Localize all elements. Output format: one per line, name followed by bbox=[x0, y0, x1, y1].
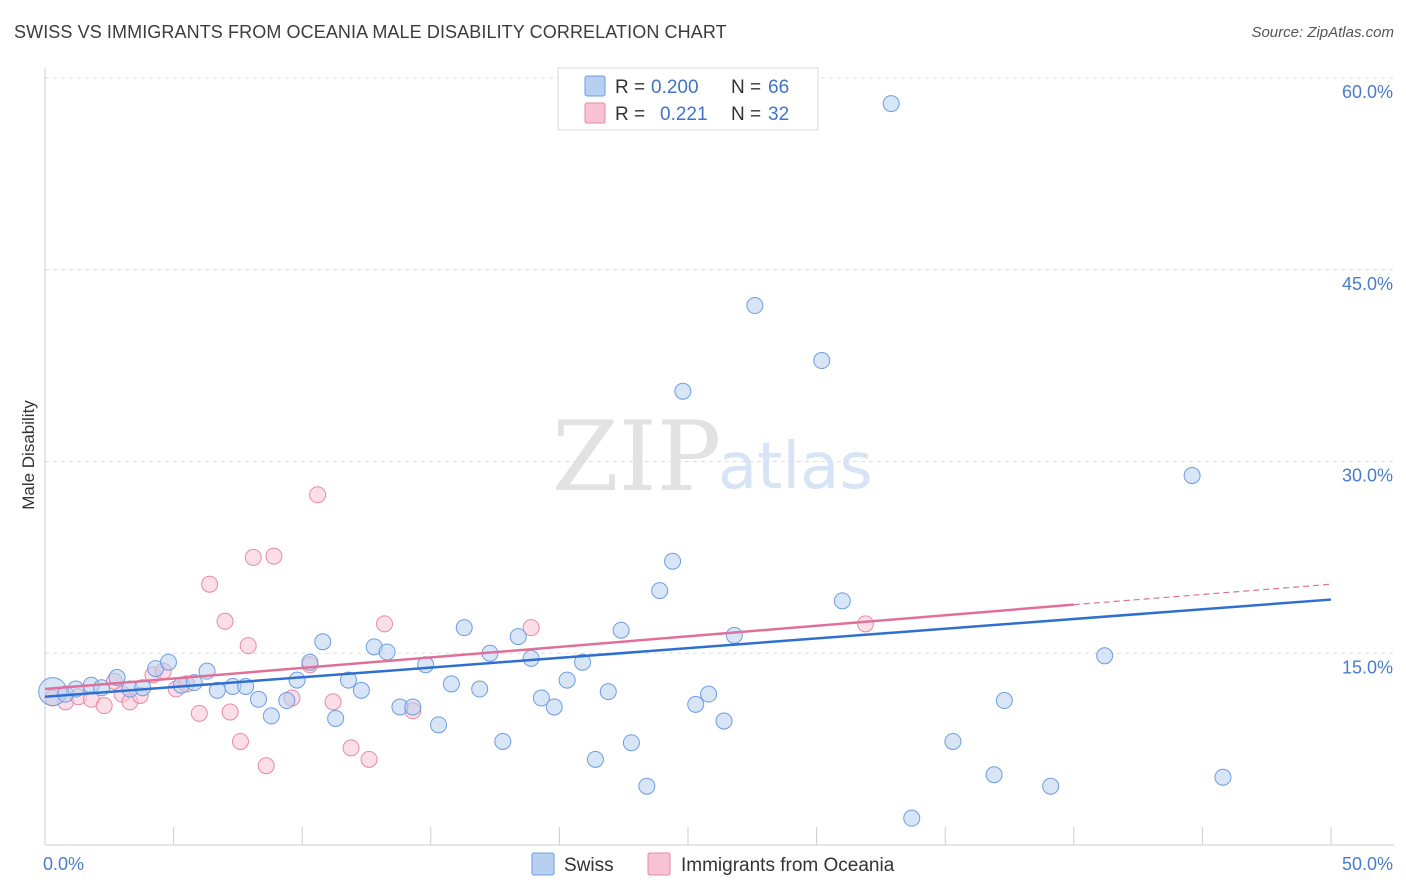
oceania-point bbox=[265, 547, 283, 565]
oceania-point bbox=[324, 693, 342, 711]
legend-r-label-swiss: R = bbox=[615, 77, 645, 98]
swiss-point bbox=[378, 643, 396, 661]
swiss-point bbox=[746, 297, 764, 315]
swiss-point bbox=[509, 628, 527, 646]
swiss-point bbox=[651, 582, 669, 600]
chart-source: Source: ZipAtlas.com bbox=[1251, 24, 1394, 41]
swiss-point bbox=[586, 750, 604, 768]
trend-lines bbox=[44, 583, 1332, 698]
x-tick-label: 50.0% bbox=[1342, 854, 1393, 874]
swiss-point bbox=[995, 692, 1013, 710]
swiss-point bbox=[314, 633, 332, 651]
swiss-point bbox=[532, 689, 550, 707]
swiss-point bbox=[108, 669, 126, 687]
legend-n-value-oceania: 32 bbox=[768, 104, 789, 125]
swiss-point bbox=[430, 716, 448, 734]
legend-swatch-oceania bbox=[584, 102, 606, 124]
oceania-point bbox=[231, 732, 249, 750]
swiss-point bbox=[249, 690, 267, 708]
oceania-point bbox=[190, 704, 208, 722]
swiss-point bbox=[903, 809, 921, 827]
swiss-point bbox=[494, 732, 512, 750]
grid-lines bbox=[45, 77, 1394, 654]
swiss-point bbox=[262, 707, 280, 725]
swiss-point bbox=[352, 681, 370, 699]
swiss-point bbox=[944, 732, 962, 750]
watermark-zip: ZIP bbox=[552, 401, 721, 513]
swiss-point bbox=[674, 382, 692, 400]
oceania-point bbox=[257, 757, 275, 775]
swiss-point bbox=[700, 685, 718, 703]
swiss-point bbox=[288, 671, 306, 689]
bottom-legend-swatch-oceania bbox=[647, 852, 671, 876]
swiss-point bbox=[339, 671, 357, 689]
swiss-trend-line bbox=[44, 598, 1332, 698]
swiss-point bbox=[558, 671, 576, 689]
swiss-point bbox=[882, 95, 900, 113]
bottom-legend-label-oceania: Immigrants from Oceania bbox=[681, 855, 895, 876]
swiss-point bbox=[1042, 777, 1060, 795]
swiss-point bbox=[664, 552, 682, 570]
watermark-atlas: atlas bbox=[718, 430, 873, 504]
swiss-point bbox=[574, 653, 592, 671]
oceania-point bbox=[376, 615, 394, 633]
swiss-point bbox=[455, 619, 473, 637]
swiss-point bbox=[833, 592, 851, 610]
oceania-point bbox=[360, 750, 378, 768]
swiss-point bbox=[715, 712, 733, 730]
y-tick-label: 15.0% bbox=[1342, 657, 1393, 677]
bottom-legend-swatch-swiss bbox=[531, 852, 555, 876]
swiss-point bbox=[622, 734, 640, 752]
y-axis-label: Male Disability bbox=[19, 400, 38, 510]
y-tick-label: 60.0% bbox=[1342, 82, 1393, 102]
oceania-point bbox=[342, 739, 360, 757]
swiss-point bbox=[278, 692, 296, 710]
bottom-legend: Swiss Immigrants from Oceania bbox=[531, 852, 895, 876]
y-tick-label: 45.0% bbox=[1342, 274, 1393, 294]
oceania-point bbox=[244, 548, 262, 566]
swiss-point bbox=[687, 695, 705, 713]
legend-n-label-swiss: N = bbox=[731, 77, 761, 98]
swiss-point bbox=[725, 626, 743, 644]
oceania-point bbox=[216, 612, 234, 630]
oceania-point bbox=[201, 575, 219, 593]
legend-swatch-swiss bbox=[584, 75, 606, 97]
swiss-point bbox=[442, 675, 460, 693]
oceania-point bbox=[309, 486, 327, 504]
oceania-trend-extension bbox=[1073, 583, 1332, 606]
swiss-point bbox=[1096, 647, 1114, 665]
swiss-point bbox=[1183, 467, 1201, 485]
y-tick-label: 30.0% bbox=[1342, 466, 1393, 486]
oceania-point bbox=[95, 697, 113, 715]
swiss-point bbox=[813, 352, 831, 370]
legend-r-value-oceania: 0.221 bbox=[660, 104, 708, 125]
watermark: ZIP atlas bbox=[552, 401, 873, 513]
swiss-point bbox=[612, 621, 630, 639]
oceania-point bbox=[856, 615, 874, 633]
swiss-point bbox=[471, 680, 489, 698]
legend-r-value-swiss: 0.200 bbox=[651, 77, 699, 98]
swiss-point bbox=[638, 777, 656, 795]
swiss-point bbox=[599, 683, 617, 701]
tick-labels: 15.0% 30.0% 45.0% 60.0% 0.0% 50.0% bbox=[43, 82, 1393, 874]
axes bbox=[44, 68, 1394, 846]
oceania-point bbox=[522, 619, 540, 637]
legend-n-label-oceania: N = bbox=[731, 104, 761, 125]
top-legend: R = 0.200 N = 66 R = 0.221 N = 32 bbox=[557, 67, 819, 131]
legend-n-value-swiss: 66 bbox=[768, 77, 789, 98]
x-tick-label: 0.0% bbox=[43, 854, 84, 874]
swiss-point bbox=[327, 709, 345, 727]
swiss-point bbox=[985, 766, 1003, 784]
chart-title: SWISS VS IMMIGRANTS FROM OCEANIA MALE DI… bbox=[14, 22, 727, 42]
bottom-legend-label-swiss: Swiss bbox=[564, 855, 614, 876]
swiss-point bbox=[545, 698, 563, 716]
legend-r-label-oceania: R = bbox=[615, 104, 645, 125]
swiss-point bbox=[159, 653, 177, 671]
oceania-point bbox=[221, 703, 239, 721]
oceania-point bbox=[239, 637, 257, 655]
swiss-point bbox=[404, 698, 422, 716]
oceania-trend-line bbox=[44, 603, 1074, 691]
swiss-point bbox=[1214, 768, 1232, 786]
